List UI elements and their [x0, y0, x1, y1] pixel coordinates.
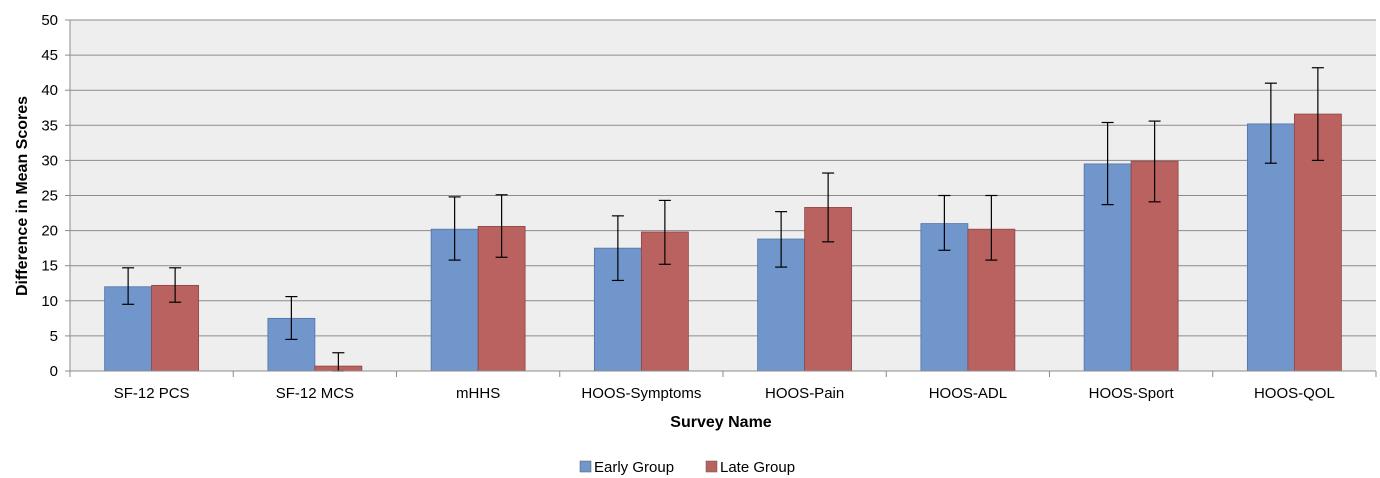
legend-item-early-group-label: Early Group — [594, 459, 674, 476]
legend-item-late-group-label: Late Group — [720, 459, 795, 476]
y-tick-label: 25 — [41, 188, 58, 205]
y-tick-label: 10 — [41, 293, 58, 310]
x-tick-label: SF-12 MCS — [276, 385, 354, 402]
legend: Early Group Late Group — [579, 459, 795, 476]
x-tick-label: HOOS-Pain — [765, 385, 844, 402]
y-tick-label: 35 — [41, 117, 58, 134]
y-tick-label: 50 — [41, 12, 58, 29]
x-tick-label: mHHS — [456, 385, 500, 402]
y-tick-label: 40 — [41, 82, 58, 99]
y-tick-label: 20 — [41, 223, 58, 240]
x-axis-title: Survey Name — [670, 414, 771, 431]
x-tick-label: HOOS-ADL — [929, 385, 1007, 402]
gridlines — [70, 19, 1376, 337]
y-axis-title: Difference in Mean Scores — [14, 96, 31, 296]
x-tick-label: HOOS-QOL — [1254, 385, 1335, 402]
error-bars — [122, 67, 1324, 372]
x-tick-label: HOOS-Symptoms — [581, 385, 701, 402]
y-tick-label: 5 — [50, 328, 58, 345]
axes: 0 5 10 15 20 25 30 35 40 45 50 SF-12 PCS SF-12 MCS mH… — [41, 12, 1377, 402]
y-tick-label: 0 — [50, 363, 58, 380]
y-tick-label: 15 — [41, 258, 58, 275]
legend-item-early-group-swatch — [579, 460, 592, 473]
x-tick-label: HOOS-Sport — [1089, 385, 1175, 402]
legend-item-late-group-swatch — [705, 460, 718, 473]
y-tick-label: 30 — [41, 152, 58, 169]
y-tick-label: 45 — [41, 47, 58, 64]
x-tick-label: SF-12 PCS — [114, 385, 190, 402]
